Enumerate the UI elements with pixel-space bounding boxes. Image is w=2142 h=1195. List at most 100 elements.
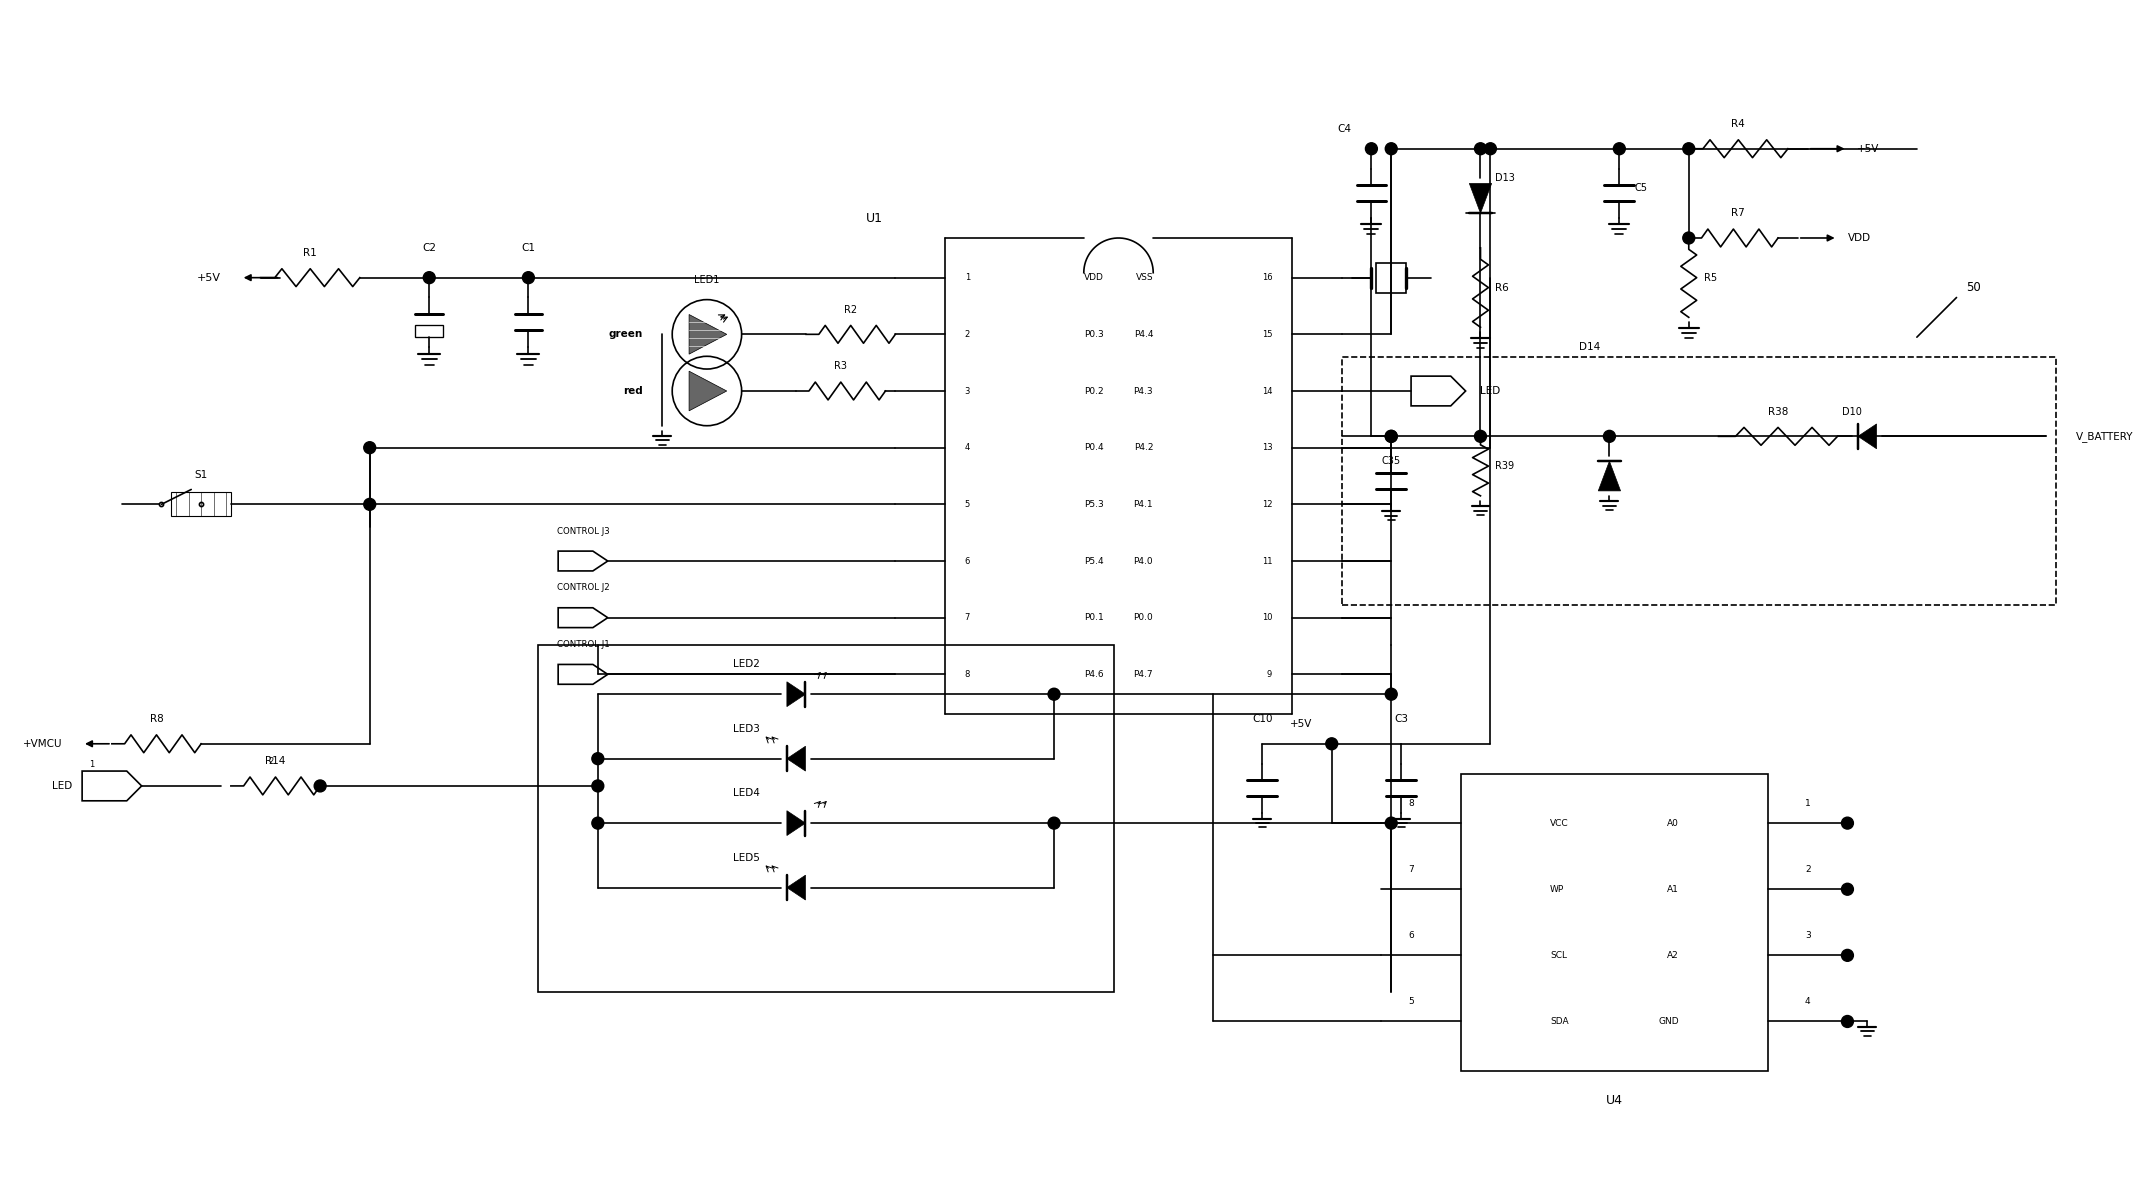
Circle shape bbox=[523, 271, 533, 283]
Text: C1: C1 bbox=[521, 243, 536, 253]
Polygon shape bbox=[690, 372, 726, 411]
Text: R4: R4 bbox=[1731, 120, 1746, 129]
Text: 16: 16 bbox=[1262, 274, 1272, 282]
Polygon shape bbox=[1857, 424, 1876, 449]
Text: R39: R39 bbox=[1495, 461, 1514, 471]
Bar bbox=[1461, 773, 1767, 1071]
Text: +VMCU: +VMCU bbox=[24, 739, 62, 749]
Text: 3: 3 bbox=[964, 386, 970, 396]
Text: VSS: VSS bbox=[1135, 274, 1152, 282]
Circle shape bbox=[364, 442, 375, 454]
Text: S1: S1 bbox=[195, 470, 208, 479]
Text: LED2: LED2 bbox=[733, 660, 760, 669]
Circle shape bbox=[1684, 232, 1694, 244]
Text: 15: 15 bbox=[1262, 330, 1272, 339]
Text: LED: LED bbox=[51, 782, 73, 791]
Circle shape bbox=[1386, 430, 1397, 442]
Text: 10: 10 bbox=[1262, 613, 1272, 623]
Text: red: red bbox=[623, 386, 643, 396]
Text: R38: R38 bbox=[1767, 406, 1789, 417]
Circle shape bbox=[1474, 142, 1487, 154]
Text: U1: U1 bbox=[865, 212, 883, 225]
Text: 8: 8 bbox=[964, 670, 970, 679]
Text: A1: A1 bbox=[1666, 884, 1679, 894]
Polygon shape bbox=[786, 682, 805, 706]
Circle shape bbox=[1474, 430, 1487, 442]
Text: R3: R3 bbox=[835, 361, 848, 372]
Circle shape bbox=[1386, 430, 1397, 442]
Text: P5.4: P5.4 bbox=[1084, 557, 1103, 565]
Bar bbox=[538, 644, 1114, 992]
Text: CONTROL J2: CONTROL J2 bbox=[557, 583, 608, 593]
Text: 11: 11 bbox=[1262, 557, 1272, 565]
Text: R8: R8 bbox=[150, 713, 163, 724]
Circle shape bbox=[424, 271, 435, 283]
Text: +5V: +5V bbox=[197, 272, 221, 283]
Text: C2: C2 bbox=[422, 243, 437, 253]
Polygon shape bbox=[1469, 184, 1491, 213]
Text: SDA: SDA bbox=[1551, 1017, 1568, 1027]
Bar bbox=[1341, 357, 2056, 605]
Text: WP: WP bbox=[1551, 884, 1564, 894]
Text: P0.4: P0.4 bbox=[1084, 443, 1103, 452]
Circle shape bbox=[1842, 817, 1853, 829]
Text: U4: U4 bbox=[1606, 1095, 1624, 1108]
Text: C35: C35 bbox=[1382, 456, 1401, 466]
Text: CONTROL J3: CONTROL J3 bbox=[557, 527, 608, 535]
Text: R7: R7 bbox=[1731, 208, 1746, 219]
Text: LED3: LED3 bbox=[733, 724, 760, 734]
Text: GND: GND bbox=[1658, 1017, 1679, 1027]
Polygon shape bbox=[786, 875, 805, 900]
Circle shape bbox=[1613, 142, 1626, 154]
Circle shape bbox=[1684, 142, 1694, 154]
Text: VDD: VDD bbox=[1846, 233, 1870, 243]
Circle shape bbox=[1047, 688, 1060, 700]
Text: LED5: LED5 bbox=[733, 853, 760, 863]
Text: P4.1: P4.1 bbox=[1133, 500, 1152, 509]
Bar bbox=[416, 325, 443, 337]
Circle shape bbox=[1842, 949, 1853, 961]
Text: 3: 3 bbox=[1806, 931, 1810, 940]
Text: C3: C3 bbox=[1394, 713, 1407, 724]
Text: P5.3: P5.3 bbox=[1084, 500, 1103, 509]
Text: 5: 5 bbox=[1407, 997, 1414, 1006]
Circle shape bbox=[1484, 142, 1497, 154]
Circle shape bbox=[1386, 142, 1397, 154]
Circle shape bbox=[1386, 817, 1397, 829]
Text: C5: C5 bbox=[1634, 183, 1647, 194]
Text: R5: R5 bbox=[1703, 272, 1716, 283]
Circle shape bbox=[315, 780, 326, 792]
Text: P4.7: P4.7 bbox=[1133, 670, 1152, 679]
Text: VCC: VCC bbox=[1551, 819, 1568, 828]
Circle shape bbox=[364, 498, 375, 510]
Text: R2: R2 bbox=[844, 305, 857, 314]
Bar bbox=[1377, 263, 1405, 293]
Text: D14: D14 bbox=[1579, 342, 1600, 353]
Text: 50: 50 bbox=[1966, 281, 1981, 294]
Text: P0.2: P0.2 bbox=[1084, 386, 1103, 396]
Circle shape bbox=[1842, 1016, 1853, 1028]
Text: LED: LED bbox=[1480, 386, 1502, 396]
Text: 7: 7 bbox=[964, 613, 970, 623]
Text: green: green bbox=[608, 330, 643, 339]
Text: R1: R1 bbox=[304, 247, 317, 258]
Text: R6: R6 bbox=[1495, 282, 1510, 293]
Text: D13: D13 bbox=[1495, 173, 1514, 184]
Text: +5V: +5V bbox=[1289, 719, 1311, 729]
Polygon shape bbox=[786, 810, 805, 835]
Text: LED4: LED4 bbox=[733, 789, 760, 798]
Text: 13: 13 bbox=[1262, 443, 1272, 452]
Circle shape bbox=[591, 753, 604, 765]
Text: P4.6: P4.6 bbox=[1084, 670, 1103, 679]
Text: D10: D10 bbox=[1842, 406, 1861, 417]
Polygon shape bbox=[786, 746, 805, 771]
Text: CONTROL J1: CONTROL J1 bbox=[557, 641, 608, 649]
Text: P4.4: P4.4 bbox=[1133, 330, 1152, 339]
Text: 8: 8 bbox=[1407, 798, 1414, 808]
Text: LED1: LED1 bbox=[694, 275, 720, 284]
Text: P4.3: P4.3 bbox=[1133, 386, 1152, 396]
Text: 5: 5 bbox=[964, 500, 970, 509]
Circle shape bbox=[1364, 142, 1377, 154]
Text: 14: 14 bbox=[1262, 386, 1272, 396]
Circle shape bbox=[591, 780, 604, 792]
